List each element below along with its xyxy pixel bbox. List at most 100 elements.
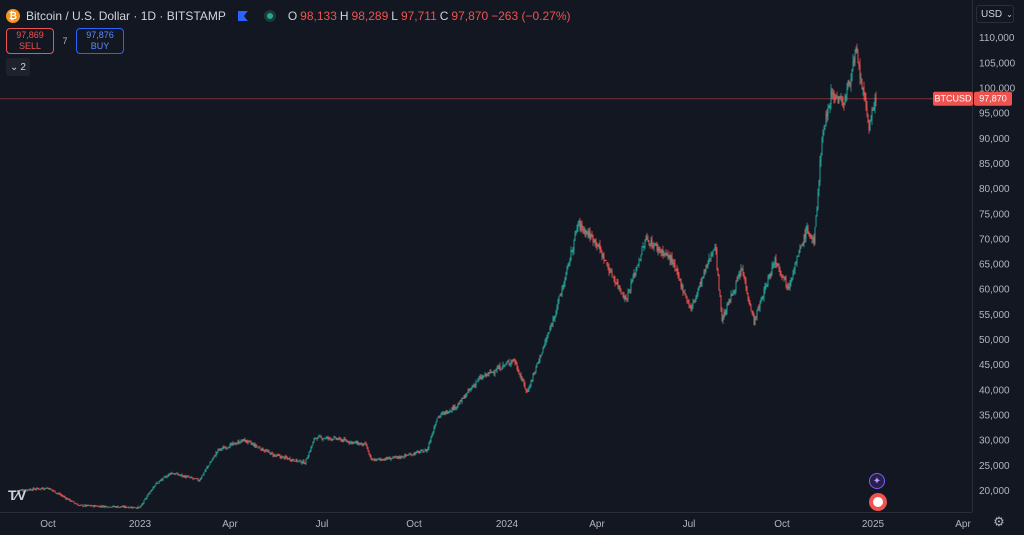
symbol-title[interactable]: Bitcoin / U.S. Dollar · 1D · BITSTAMP [26, 9, 226, 23]
candle [543, 344, 545, 350]
candle [318, 434, 320, 438]
candle [18, 490, 20, 492]
candle [20, 489, 22, 491]
candle [111, 506, 113, 508]
candle [26, 489, 28, 492]
candle [297, 460, 299, 462]
candle [122, 505, 124, 508]
candle [479, 374, 481, 380]
candle [43, 488, 45, 491]
candle [557, 298, 559, 310]
candle [581, 220, 583, 232]
candle [172, 473, 174, 475]
candle [411, 454, 413, 456]
candle [674, 259, 676, 272]
candle [796, 255, 798, 267]
buy-button[interactable]: 97,876 BUY [76, 28, 124, 54]
candle [82, 504, 84, 508]
candle [278, 453, 280, 456]
candle [522, 377, 524, 382]
candle [707, 260, 709, 269]
candle [401, 455, 403, 458]
candle [421, 449, 423, 451]
candle [648, 239, 650, 246]
candle [247, 439, 249, 445]
candle [697, 287, 699, 297]
candle [732, 289, 734, 297]
price-tick-label: 30,000 [979, 436, 1010, 447]
gear-icon[interactable]: ⚙ [993, 514, 1005, 529]
flag-icon[interactable] [237, 11, 248, 21]
candle [747, 292, 749, 302]
candle [116, 506, 118, 509]
candle [837, 95, 839, 104]
candle [710, 251, 712, 262]
candle [718, 274, 720, 291]
candle [469, 388, 471, 391]
candle [499, 362, 501, 372]
candle [221, 447, 223, 451]
candle [189, 477, 191, 479]
candle [501, 366, 503, 371]
candle [316, 437, 318, 441]
candle [440, 412, 442, 418]
candle [340, 437, 342, 442]
indicators-toggle-button[interactable]: ⌄ 2 [6, 58, 30, 76]
candle [622, 291, 624, 298]
candle [254, 442, 256, 449]
candle [866, 100, 868, 118]
candle [244, 437, 246, 442]
candle [93, 504, 95, 508]
bitcoin-icon: ₿ [6, 9, 20, 23]
candle [100, 504, 102, 508]
candle [325, 436, 327, 440]
price-chart[interactable] [0, 0, 972, 512]
candle [770, 271, 772, 279]
sparkle-icon[interactable]: ✦ [869, 473, 885, 489]
candle [821, 136, 823, 156]
buy-label: BUY [90, 41, 110, 51]
candle [703, 269, 705, 279]
time-scale[interactable]: Oct 2023 Apr Jul Oct 2024 Apr Jul Oct 2025 Apr [0, 512, 972, 535]
candle [513, 358, 515, 362]
candle [65, 497, 67, 501]
us-flag-icon[interactable] [869, 493, 887, 511]
candle [243, 438, 245, 442]
market-status-icon[interactable] [263, 10, 276, 22]
candle [816, 206, 818, 217]
currency-select[interactable]: USD ⌄ [976, 5, 1014, 23]
candle [857, 48, 859, 64]
candle [66, 497, 68, 500]
candle [855, 46, 857, 54]
candle [572, 246, 574, 256]
candle [806, 222, 808, 234]
candle [279, 453, 281, 459]
candle [302, 459, 304, 464]
candle [626, 297, 628, 303]
candle [176, 471, 178, 475]
tradingview-logo-icon[interactable]: T⁄V [8, 487, 26, 503]
sell-button[interactable]: 97,869 SELL [6, 28, 54, 54]
candle [99, 505, 101, 508]
chart-area[interactable] [0, 0, 972, 512]
candle [359, 442, 361, 445]
candle [748, 296, 750, 305]
candle [108, 506, 110, 508]
candle [262, 447, 264, 451]
candle [413, 452, 415, 456]
candle [788, 282, 790, 290]
candle [618, 285, 620, 291]
candle [28, 488, 30, 491]
candle [214, 454, 216, 457]
price-scale[interactable]: 110,000 105,000 100,000 95,000 90,000 85,000 8… [972, 0, 1024, 512]
candle [525, 388, 527, 394]
candle [309, 449, 311, 453]
candle [428, 441, 430, 450]
candle [388, 456, 390, 460]
candle [776, 262, 778, 268]
candle [42, 487, 44, 490]
candle [649, 243, 651, 249]
candle [217, 448, 219, 454]
candle [590, 233, 592, 240]
candle [372, 458, 374, 460]
